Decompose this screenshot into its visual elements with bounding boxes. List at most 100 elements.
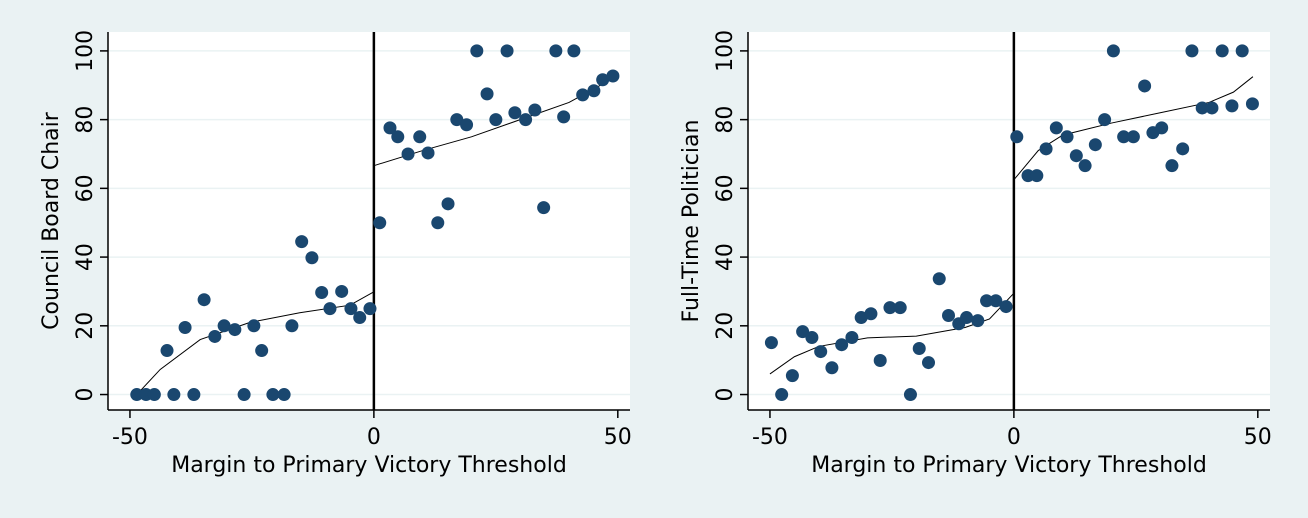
- point: [373, 216, 387, 230]
- point: [557, 110, 571, 124]
- y-tick-label: 60: [713, 174, 738, 202]
- point: [401, 147, 415, 161]
- point: [932, 272, 946, 286]
- point: [805, 330, 819, 344]
- point: [508, 106, 522, 120]
- point: [197, 293, 211, 307]
- point: [1235, 44, 1249, 58]
- point: [1106, 44, 1120, 58]
- x-tick-label: 50: [1244, 425, 1272, 450]
- point: [814, 345, 828, 359]
- point: [167, 388, 181, 402]
- point: [864, 307, 878, 321]
- point: [208, 329, 222, 343]
- point: [247, 319, 261, 333]
- point: [1225, 99, 1239, 113]
- point: [1245, 97, 1259, 111]
- x-tick-label: 50: [604, 425, 632, 450]
- point: [942, 309, 956, 322]
- point: [228, 323, 242, 337]
- point: [187, 388, 201, 402]
- point: [217, 319, 231, 333]
- y-tick-label: 40: [73, 243, 98, 271]
- y-tick-label: 60: [73, 174, 98, 202]
- point: [277, 388, 291, 402]
- point: [903, 388, 917, 402]
- y-axis-label: Full-Time Politician: [679, 120, 704, 323]
- point: [1088, 138, 1102, 152]
- point: [480, 87, 494, 101]
- point: [1195, 101, 1209, 115]
- point: [344, 302, 358, 316]
- y-tick-label: 20: [713, 312, 738, 340]
- point: [576, 88, 590, 102]
- point: [873, 354, 887, 368]
- point: [519, 113, 533, 127]
- point: [1117, 130, 1131, 144]
- point: [431, 216, 445, 230]
- point: [785, 369, 799, 383]
- point: [489, 113, 503, 127]
- x-tick-label: 0: [367, 425, 381, 450]
- point: [1078, 159, 1092, 173]
- point: [450, 113, 464, 127]
- point: [1155, 121, 1169, 135]
- point: [255, 344, 269, 358]
- point: [796, 325, 810, 339]
- point: [178, 321, 192, 335]
- point: [549, 44, 563, 58]
- y-tick-label: 100: [713, 30, 738, 72]
- y-tick-label: 0: [713, 388, 738, 402]
- point: [1126, 130, 1140, 144]
- point: [470, 44, 484, 58]
- point: [130, 388, 144, 402]
- point: [1030, 169, 1044, 183]
- point: [391, 130, 405, 144]
- point: [1049, 121, 1063, 135]
- point: [775, 388, 789, 402]
- point: [1165, 159, 1179, 173]
- point: [1138, 79, 1152, 93]
- point: [1176, 142, 1190, 156]
- y-axis-label: Council Board Chair: [39, 111, 64, 330]
- plot-area: [108, 32, 630, 410]
- point: [1098, 113, 1112, 127]
- point: [883, 301, 897, 315]
- point: [353, 311, 367, 325]
- x-tick-label: -50: [752, 425, 788, 450]
- point: [335, 284, 349, 298]
- point: [413, 130, 427, 144]
- point: [537, 201, 551, 215]
- point: [971, 314, 985, 328]
- point: [147, 388, 161, 402]
- point: [383, 121, 397, 135]
- y-tick-label: 100: [73, 30, 98, 72]
- point: [500, 44, 514, 58]
- point: [1069, 149, 1083, 163]
- y-tick-label: 80: [73, 106, 98, 134]
- point: [912, 341, 926, 355]
- x-axis-label: Margin to Primary Victory Threshold: [171, 453, 567, 478]
- point: [989, 294, 1003, 308]
- point: [1039, 142, 1053, 156]
- y-tick-label: 20: [73, 312, 98, 340]
- point: [237, 388, 251, 402]
- point: [893, 301, 907, 315]
- y-tick-label: 0: [73, 388, 98, 402]
- point: [315, 285, 329, 299]
- x-tick-label: 0: [1007, 425, 1021, 450]
- point: [421, 146, 435, 160]
- point: [1010, 130, 1024, 144]
- point: [266, 388, 280, 402]
- y-tick-label: 40: [713, 243, 738, 271]
- point: [835, 338, 849, 352]
- point: [587, 84, 601, 98]
- point: [363, 302, 377, 316]
- x-axis-label: Margin to Primary Victory Threshold: [811, 453, 1207, 478]
- point: [854, 311, 868, 325]
- point: [999, 300, 1013, 314]
- y-tick-label: 80: [713, 106, 738, 134]
- point: [1060, 130, 1074, 144]
- point: [441, 197, 455, 211]
